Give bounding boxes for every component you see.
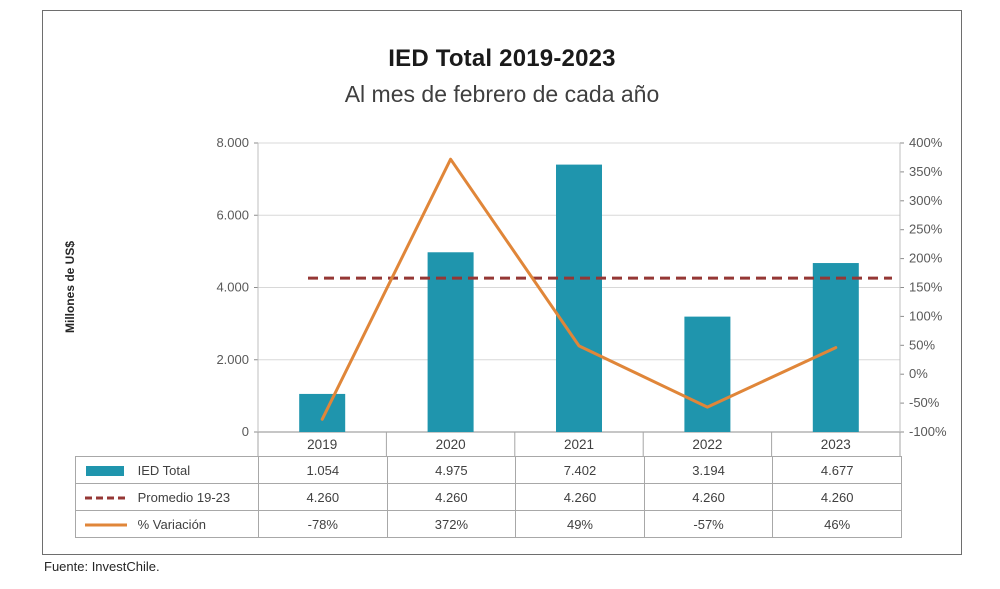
solid-line-swatch-icon: [85, 523, 127, 527]
chart-subtitle: Al mes de febrero de cada año: [344, 81, 660, 107]
legend-label-ied-total: IED Total: [137, 463, 191, 479]
legend-cell-promedio: Promedio 19-23: [75, 483, 259, 511]
table-row-ied-total: IED Total 1.054 4.975 7.402 3.194 4.677: [75, 456, 902, 484]
right-axis-tick-label: 400%: [909, 135, 943, 150]
source-note: Fuente: InvestChile.: [44, 559, 160, 574]
value-cell: 4.260: [258, 483, 388, 511]
data-table: IED Total 1.054 4.975 7.402 3.194 4.677 …: [75, 456, 902, 538]
left-axis-tick-label: 8.000: [216, 135, 249, 150]
right-axis-tick-label: 100%: [909, 308, 943, 323]
value-cell: 3.194: [643, 456, 774, 484]
right-axis-tick-label: -50%: [909, 395, 940, 410]
value-cell: 4.260: [515, 483, 645, 511]
value-cell: 7.402: [515, 456, 645, 484]
bar-series-swatch-icon: [86, 465, 124, 476]
dashed-line-swatch-icon: [85, 496, 127, 500]
right-axis-tick-label: 0%: [909, 366, 928, 381]
category-label: 2020: [436, 437, 466, 452]
value-cell: -57%: [643, 510, 774, 538]
left-axis-tick-label: 6.000: [216, 207, 249, 222]
category-label: 2019: [307, 437, 337, 452]
left-axis-tick-label: 0: [242, 424, 249, 439]
left-axis-tick-label: 2.000: [216, 352, 249, 367]
legend-label-variacion: % Variación: [137, 517, 207, 533]
category-label: 2023: [821, 437, 851, 452]
value-cell: 4.260: [772, 483, 902, 511]
right-axis-tick-label: 250%: [909, 222, 943, 237]
value-cell: 49%: [515, 510, 645, 538]
category-label: 2021: [564, 437, 594, 452]
plot-area: 0 2.000 4.000 6.000 8.000 -100% -50% 0% 50% 100% 1…: [216, 135, 947, 456]
right-axis-tick-label: 150%: [909, 280, 943, 295]
left-axis-tick-label: 4.000: [216, 280, 249, 295]
value-cell: 372%: [386, 510, 517, 538]
value-cell: 4.260: [386, 483, 517, 511]
chart-title: IED Total 2019-2023: [388, 45, 616, 72]
right-axis-tick-label: -100%: [909, 424, 947, 439]
table-row-variacion: % Variación -78% 372% 49% -57% 46%: [75, 510, 902, 538]
bar-2020: [427, 252, 474, 432]
variacion-line: [320, 157, 838, 421]
value-cell: 4.975: [386, 456, 517, 484]
value-cell: 4.677: [772, 456, 902, 484]
value-cell: 1.054: [258, 456, 388, 484]
value-cell: 4.260: [643, 483, 774, 511]
value-cell: -78%: [258, 510, 388, 538]
right-axis-tick-label: 50%: [909, 337, 935, 352]
right-axis-tick-label: 350%: [909, 164, 943, 179]
category-label: 2022: [692, 437, 722, 452]
legend-cell-ied-total: IED Total: [75, 456, 259, 484]
legend-cell-variacion: % Variación: [75, 510, 259, 538]
bar-2021: [556, 164, 602, 432]
value-cell: 46%: [772, 510, 902, 538]
bar-2019: [299, 393, 346, 432]
table-row-promedio: Promedio 19-23 4.260 4.260 4.260 4.260 4…: [75, 483, 902, 511]
chart-frame: IED Total 2019-2023 Al mes de febrero de…: [42, 10, 962, 555]
legend-label-promedio: Promedio 19-23: [137, 490, 231, 506]
bar-2022: [684, 316, 731, 432]
right-axis-tick-label: 200%: [909, 251, 943, 266]
right-axis-tick-label: 300%: [909, 193, 943, 208]
